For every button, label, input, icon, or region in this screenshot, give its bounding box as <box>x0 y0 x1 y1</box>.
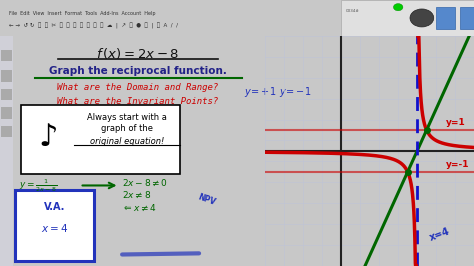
Bar <box>341 0 474 36</box>
Text: What are the Domain and Range?: What are the Domain and Range? <box>57 83 219 92</box>
Bar <box>1 107 12 119</box>
Text: $x = 4$: $x = 4$ <box>41 222 68 234</box>
Text: Always start with a: Always start with a <box>88 113 167 122</box>
Text: original equation!: original equation! <box>90 137 164 146</box>
Text: y=-1: y=-1 <box>446 160 469 169</box>
Text: 0034#: 0034# <box>346 9 360 13</box>
Text: What are the Invariant Points?: What are the Invariant Points? <box>57 97 219 106</box>
Text: $2x \neq 8$: $2x \neq 8$ <box>122 190 151 200</box>
Bar <box>1 126 12 137</box>
Bar <box>1 89 12 100</box>
Text: Graph the reciprocal function.: Graph the reciprocal function. <box>49 66 227 76</box>
Text: V.A.: V.A. <box>44 202 65 211</box>
Text: $y\!=\!+\!1$: $y\!=\!+\!1$ <box>244 85 277 99</box>
Text: $y\!=\!-\!1$: $y\!=\!-\!1$ <box>279 85 311 99</box>
Circle shape <box>393 4 403 11</box>
Bar <box>436 7 455 29</box>
Bar <box>0 36 13 266</box>
Text: y=1: y=1 <box>446 118 465 127</box>
FancyBboxPatch shape <box>15 190 94 261</box>
FancyBboxPatch shape <box>21 105 181 174</box>
Text: ♪: ♪ <box>38 123 57 152</box>
Text: graph of the: graph of the <box>101 124 154 134</box>
Text: $2x-8 \neq 0$: $2x-8 \neq 0$ <box>122 177 168 188</box>
Text: File  Edit  View  Insert  Format  Tools  Add-Ins  Account  Help: File Edit View Insert Format Tools Add-I… <box>9 11 156 16</box>
Text: x=4: x=4 <box>428 226 452 243</box>
Text: NPV: NPV <box>197 192 217 207</box>
Bar <box>1 50 12 61</box>
Text: $y = \frac{1}{2x-8}$: $y = \frac{1}{2x-8}$ <box>18 177 57 194</box>
Bar <box>1 70 12 82</box>
Bar <box>460 7 474 29</box>
Text: $f\,(x) = 2x - 8$: $f\,(x) = 2x - 8$ <box>96 46 180 61</box>
Text: ← →  ↺ ↻  📄  📋  ✂  📊  🔠  ❌  🖼  📐  🐊  🎵  ☁  |  ↗  ⭕  ●  🔓  |  📷  A  /  /: ← → ↺ ↻ 📄 📋 ✂ 📊 🔠 ❌ 🖼 📐 🐊 🎵 ☁ | ↗ ⭕ ● 🔓 … <box>9 23 179 30</box>
Text: $\Leftarrow x \neq 4$: $\Leftarrow x \neq 4$ <box>122 203 157 213</box>
Circle shape <box>410 9 434 27</box>
